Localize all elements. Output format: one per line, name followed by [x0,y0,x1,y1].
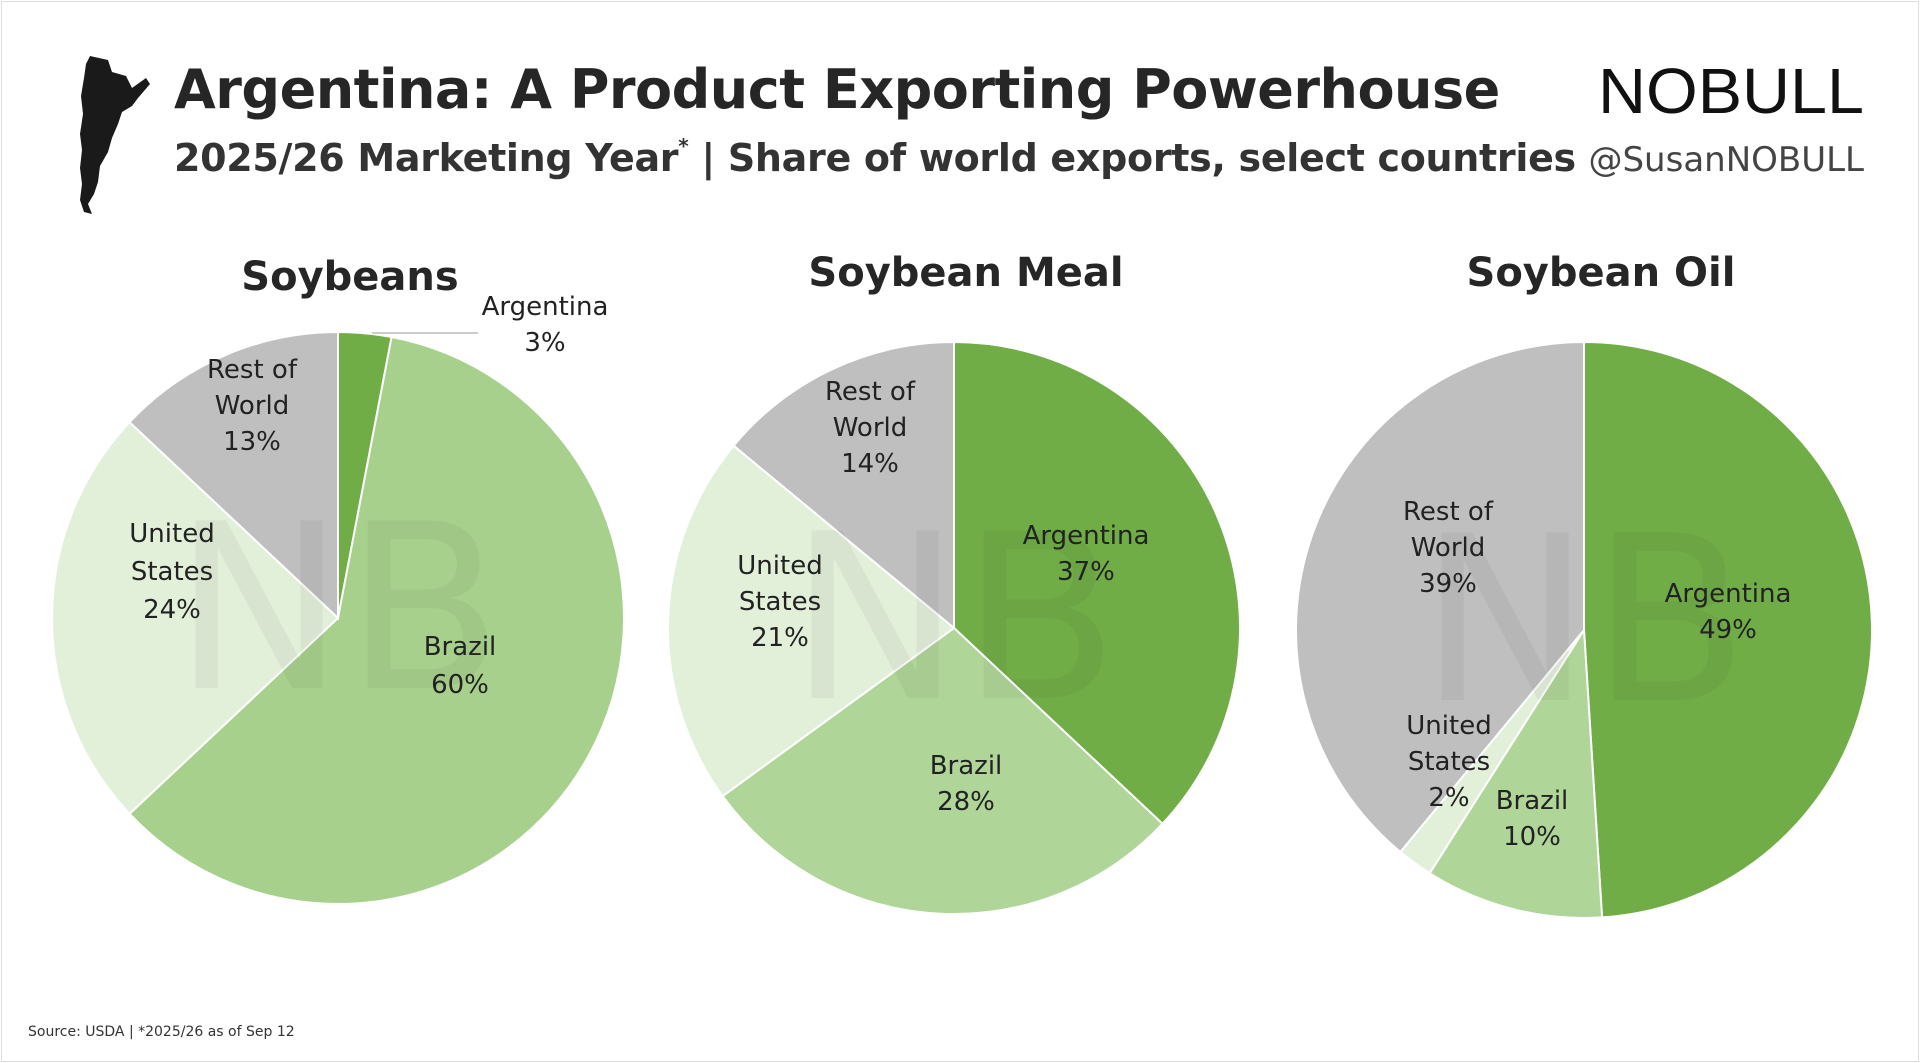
slice-label-united-states: United States 24% [129,519,214,625]
slice-label-line: 24% [143,595,201,625]
slice-label-line: United [1406,711,1491,741]
slice-label-line: Argentina [1665,579,1792,609]
slice-label-argentina: Argentina 49% [1665,579,1792,645]
slice-label-line: World [215,391,290,421]
pie-slice-rest-of-world [128,330,339,621]
slice-label-line: 3% [524,328,565,358]
pie-slice-united-states [667,444,956,798]
slice-label-united-states: United States 21% [737,551,822,653]
slice-label-rest-of-world: Rest of World 39% [1403,497,1494,599]
source-footnote: Source: USDA | *2025/26 as of Sep 12 [28,1024,295,1040]
slice-label-line: States [131,557,213,587]
twitter-handle: @SusanNOBULL [1588,140,1864,180]
pie-slice-brazil [128,335,625,905]
pie-slice-rest-of-world [732,340,955,631]
pie-chart-soybean-meal: NB Soybean Meal Argentina 37% Brazil 28% Unite… [667,250,1241,915]
slice-label-line: 28% [937,787,995,817]
slice-label-line: 60% [431,670,489,700]
slice-label-brazil: Brazil 10% [1496,786,1569,852]
slice-label-argentina: Argentina 37% [1023,521,1150,587]
pie-slice-rest-of-world [1294,340,1585,854]
slice-label-line: Brazil [930,751,1003,781]
chart-title: Soybean Oil [1467,250,1736,296]
pie-chart-soybeans: NB Soybeans Argentina 3% Brazil 60% United Stat… [51,254,625,905]
slice-label-line: States [1408,747,1490,777]
chart-title: Soybeans [241,254,458,300]
subtitle-year: 2025/26 Marketing Year [174,136,679,180]
slice-label-rest-of-world: Rest of World 13% [207,355,298,457]
watermark-logo: NB [173,476,503,743]
slice-label-line: Brazil [1496,786,1569,816]
pie-chart-soybean-oil: NB Soybean Oil Argentina 49% Brazil 10% United… [1294,250,1873,919]
slice-label-line: Argentina [482,292,609,322]
slice-label-argentina: Argentina 3% [482,292,609,358]
slice-label-line: Brazil [424,632,497,662]
slice-label-line: Argentina [1023,521,1150,551]
subtitle-description: | Share of world exports, select countri… [688,136,1576,180]
slice-label-united-states: United States 2% [1406,711,1491,813]
slice-label-rest-of-world: Rest of World 14% [825,377,916,479]
pie-slice-brazil [721,626,1164,915]
slice-label-line: 37% [1057,557,1115,587]
slice-label-line: Rest of [825,377,916,407]
subtitle-footnote-mark: * [678,134,689,159]
slice-label-line: 49% [1699,615,1757,645]
slice-label-line: 13% [223,427,281,457]
nobull-logo-text: NOBULL [1598,55,1864,125]
slice-label-line: States [739,587,821,617]
slice-label-line: 39% [1419,569,1477,599]
pie-slice-argentina [953,340,1241,826]
pie-slice-brazil [1428,626,1604,919]
pie-slice-argentina [1583,340,1873,919]
slice-label-line: World [833,413,908,443]
slice-label-line: Rest of [207,355,298,385]
page-title: Argentina: A Product Exporting Powerhous… [174,58,1500,121]
chart-title: Soybean Meal [808,250,1123,296]
watermark-logo: NB [1419,488,1749,755]
slice-label-line: United [129,519,214,549]
pie-slice-united-states [51,420,340,816]
slice-label-brazil: Brazil 60% [424,632,497,700]
nobull-logo: NOBULL [1598,55,1864,125]
argentina-map-icon [80,56,150,214]
slice-label-line: 21% [751,623,809,653]
slice-label-brazil: Brazil 28% [930,751,1003,817]
slice-label-line: United [737,551,822,581]
slice-label-line: Rest of [1403,497,1494,527]
slice-label-line: 2% [1428,783,1469,813]
slice-label-line: 10% [1503,822,1561,852]
page-subtitle: 2025/26 Marketing Year* | Share of world… [174,134,1576,180]
slice-label-line: World [1411,533,1486,563]
watermark-logo: NB [789,486,1119,753]
slice-label-line: 14% [841,449,899,479]
